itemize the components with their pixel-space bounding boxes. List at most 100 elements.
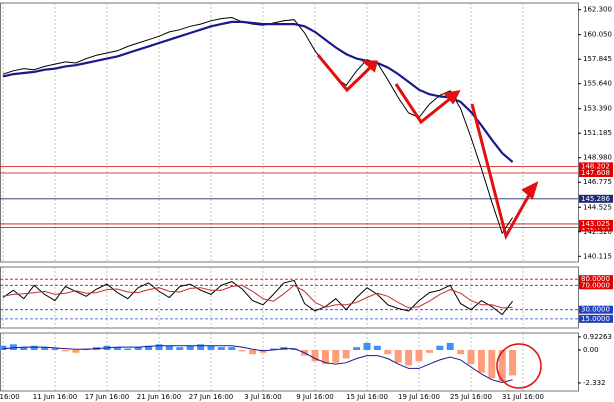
histogram-bar [165,345,173,350]
x-tick-label: 17 Jun 16:00 [85,393,129,401]
y-tick-label: 151.185 [583,129,612,137]
histogram-bar [186,345,194,350]
histogram-bar [457,349,465,355]
histogram-bar [9,344,17,350]
histogram-bar [249,349,257,355]
histogram-bar [321,349,329,365]
y-tick-label: 0.92263 [583,333,612,341]
level-label-box [579,281,613,290]
x-tick-label: Jun 16:00 [0,393,20,401]
histogram-bar [72,349,80,353]
histogram-bar [342,349,350,359]
level-label-box [579,275,613,284]
histogram-bar [176,347,184,350]
histogram-bar [290,348,298,350]
histogram-bar [0,345,7,350]
x-tick-label: 19 Jul 16:00 [398,393,440,401]
histogram-bar [477,349,485,373]
arrow [470,103,535,240]
histogram-bar [405,349,413,366]
arrow [394,83,457,125]
histogram-bar [20,347,28,350]
y-tick-label: 155.640 [583,80,612,88]
series-line [2,284,513,309]
x-tick-label: 9 Jul 16:00 [296,393,334,401]
histogram-bar [259,349,267,353]
series-line [2,20,514,163]
level-label: 15.0000 [581,315,610,323]
level-label-box [579,168,613,177]
histogram-bar [145,345,153,350]
histogram-bar [134,347,142,350]
level-label: 80.0000 [581,275,610,283]
y-tick-label: 142.320 [583,228,612,236]
level-label-box [579,314,613,323]
histogram-bar [30,345,38,350]
y-tick-label: 157.845 [583,55,612,63]
y-tick-label: 148.980 [583,154,612,162]
histogram-bar [228,347,236,350]
level-label-box [579,194,613,203]
y-tick-label: 144.525 [583,203,612,211]
series-line [2,345,513,384]
histogram-bar [332,349,340,363]
level-label: 70.0000 [581,281,610,289]
histogram-bar [207,345,215,350]
level-label-box [579,219,613,228]
histogram-bar [363,342,371,350]
histogram-bar [197,344,205,350]
arrow-head [443,90,461,105]
histogram-bar [373,345,381,350]
arrow-head [361,60,378,73]
histogram-bar [384,349,392,355]
level-label: 30.0000 [581,306,610,314]
y-tick-label: 153.390 [583,105,612,113]
panel-frame [0,332,579,392]
x-tick-label: 15 Jul 16:00 [346,393,388,401]
level-label-box [579,305,613,314]
x-tick-label: 3 Jul 16:00 [244,393,282,401]
x-tick-label: 11 Jun 16:00 [33,393,77,401]
y-tick-label: 0.00 [583,346,599,354]
x-tick-label: 25 Jul 16:00 [450,393,492,401]
level-label-box [579,162,613,171]
histogram-bar [113,347,121,350]
highlight-circle [496,343,542,389]
histogram-bar [51,348,59,350]
histogram-bar [509,349,517,376]
histogram-bar [124,348,132,350]
x-tick-label: 21 Jun 16:00 [137,393,181,401]
histogram-bar [41,347,49,350]
x-tick-label: 27 Jun 16:00 [189,393,233,401]
y-tick-label: 160.050 [583,31,612,39]
histogram-bar [498,349,506,382]
panel-frame [0,2,579,263]
histogram-bar [311,349,319,362]
histogram-bar [425,349,433,353]
y-tick-label: -2.332 [583,379,606,387]
histogram-bar [467,349,475,365]
level-label: 148.202 [581,162,610,170]
histogram-bar [436,345,444,350]
series-line [2,279,513,316]
histogram-bar [353,347,361,350]
arrow-head [521,181,539,200]
histogram-bar [238,349,246,352]
histogram-bar [394,349,402,363]
y-tick-label: 162.300 [583,6,612,14]
x-tick-label: 31 Jul 16:00 [502,393,544,401]
y-tick-label: 146.775 [583,178,612,186]
panel-frame [0,266,579,329]
arrow [316,54,378,93]
histogram-bar [488,349,496,379]
level-label: 145.286 [581,195,610,203]
y-tick-label: 140.115 [583,252,612,260]
level-label: 143.025 [581,220,610,228]
histogram-bar [446,342,454,350]
histogram-bar [217,347,225,350]
histogram-bar [155,344,163,350]
histogram-bar [269,348,277,350]
histogram-bar [61,349,69,352]
